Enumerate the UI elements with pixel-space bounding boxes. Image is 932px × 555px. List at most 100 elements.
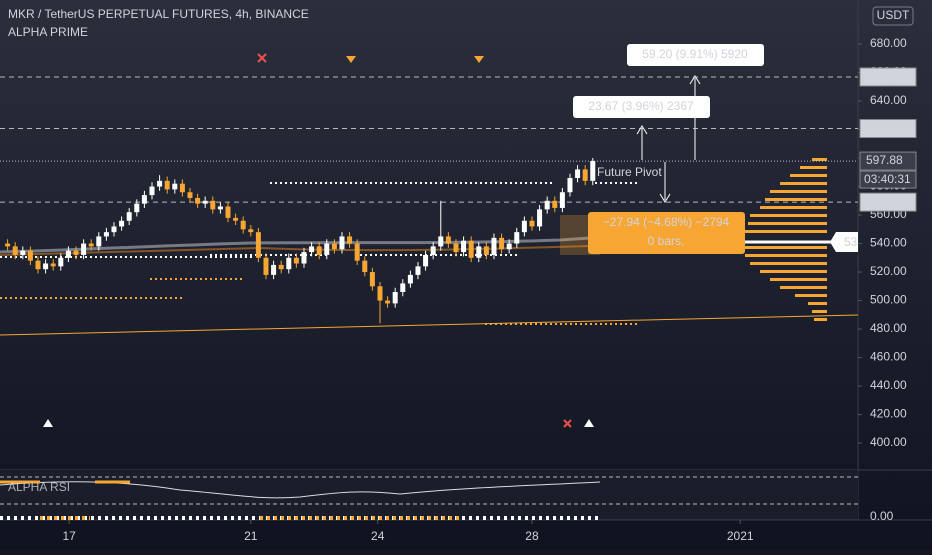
trend-line [0, 314, 859, 336]
candle-body [301, 252, 307, 264]
candle-body [73, 250, 79, 255]
candle-body [567, 177, 573, 193]
candle-body [20, 250, 26, 255]
candle-body [50, 263, 56, 267]
annotation-box [627, 44, 764, 66]
candle-body [521, 220, 527, 233]
candle-body [210, 200, 216, 210]
candle-body [582, 169, 588, 181]
candle-body [316, 246, 322, 255]
currency[interactable]: USDT [877, 8, 910, 22]
x-tick-label: 21 [244, 529, 258, 543]
candle-body [354, 243, 360, 261]
y-tick-label: 440.00 [870, 378, 907, 392]
candle-body [559, 192, 565, 208]
candle-body [309, 246, 315, 253]
price-label: 597.88 [866, 153, 903, 167]
candle-body [514, 232, 520, 244]
candle-body [362, 260, 368, 273]
candle-body [483, 246, 489, 255]
annotation: 0 bars, [648, 234, 685, 248]
candle-body [81, 243, 87, 255]
y-tick-label: 640.00 [870, 93, 907, 107]
candle-body [575, 169, 581, 178]
countdown: 03:40:31 [864, 172, 911, 186]
candle-body [331, 243, 337, 250]
candle-body [347, 236, 353, 244]
candle-body [476, 246, 482, 258]
candle-body [65, 250, 71, 258]
candle-body [491, 237, 497, 255]
candle-body [126, 212, 132, 221]
price-label-box [859, 151, 917, 171]
candle-body [392, 292, 398, 304]
y-tick-label: 500.00 [870, 293, 907, 307]
rsi-title: ALPHA RSI [8, 480, 70, 494]
candle-body [453, 243, 459, 253]
candle-body [468, 240, 474, 258]
candle-body [590, 161, 596, 181]
y-tick-label: 420.00 [870, 407, 907, 421]
candle-body [111, 226, 117, 233]
y-tick-label: 480.00 [870, 321, 907, 335]
candle-body [164, 180, 170, 190]
candle-body [43, 263, 49, 270]
candle-body [240, 220, 246, 230]
annotation: 23.67 (3.96%) 2367 [588, 99, 694, 113]
x-tick-label: 28 [525, 529, 539, 543]
candle-body [179, 183, 185, 193]
candle-body [324, 243, 330, 255]
candle-body [225, 206, 231, 218]
annotation-box [588, 212, 745, 254]
candle-body [278, 264, 284, 270]
candle-body [12, 246, 18, 255]
x-tick-label: 24 [371, 529, 385, 543]
measure-arrows [636, 75, 701, 203]
candle-body [5, 243, 11, 247]
y-tick-label: 520.00 [870, 264, 907, 278]
volume-profile [740, 158, 827, 321]
candle-body [407, 274, 413, 284]
price-label: 569.07 [866, 194, 903, 208]
candle-body [537, 209, 543, 227]
candle-body [187, 192, 193, 198]
candle-body [385, 300, 391, 304]
marker-box [830, 232, 858, 252]
price-label-box [859, 119, 917, 139]
candle-body [172, 183, 178, 190]
y-tick-label: 680.00 [870, 36, 907, 50]
candle-body [506, 243, 512, 250]
candle-body [233, 217, 239, 221]
level-dots [0, 278, 640, 325]
candle-body [430, 246, 436, 255]
candle-body [339, 236, 345, 250]
candle-body [217, 206, 223, 210]
candle-body [286, 257, 292, 270]
signals [43, 53, 594, 428]
y-tick-label: 400.00 [870, 435, 907, 449]
rsi-levels [0, 476, 858, 505]
candle-body [134, 203, 140, 213]
x-tick-label: 2021 [727, 529, 754, 543]
y-tick-label: 460.00 [870, 350, 907, 364]
candle-body [149, 186, 155, 196]
rsi-tick: 0.00 [870, 509, 894, 523]
rsi-pane [0, 470, 858, 520]
candle-body [157, 180, 163, 187]
candle-body [415, 266, 421, 275]
x-tick-label: 17 [62, 529, 76, 543]
annotation: 59.20 (9.91%) 5920 [642, 47, 748, 61]
candle-body [293, 257, 299, 264]
candle-body [377, 286, 383, 301]
candle-body [35, 260, 41, 270]
annotation-box [573, 96, 710, 118]
currency-box[interactable] [872, 6, 914, 26]
candle-body [248, 229, 254, 233]
candle-body [195, 197, 201, 204]
candle-body [58, 257, 64, 267]
y-tick-label: 540.00 [870, 236, 907, 250]
countdown-box [859, 170, 917, 189]
annotation: −27.94 (−4.68%) −2794 [603, 215, 730, 229]
